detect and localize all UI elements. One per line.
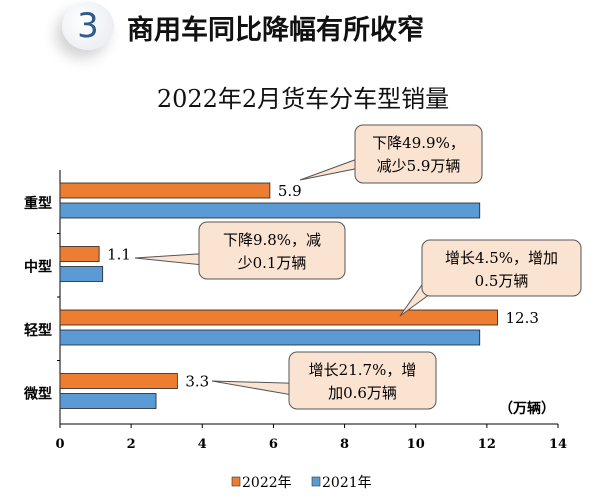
bar-2021	[59, 329, 481, 346]
callout-text: 0.5万辆	[475, 272, 529, 290]
callout-text: 下降9.8%，减	[223, 231, 321, 249]
bar-value-label: 3.3	[185, 373, 209, 391]
x-tick-label: 8	[340, 437, 349, 452]
callout-text: 减少5.9万辆	[377, 157, 461, 175]
x-tick-label: 6	[269, 437, 278, 452]
legend-swatch	[231, 476, 241, 487]
category-label: 重型	[24, 195, 52, 212]
callout-text: 增长4.5%，增加	[445, 249, 558, 267]
bar-2022	[59, 246, 100, 262]
legend-label: 2021年	[322, 475, 372, 491]
callout-box	[354, 124, 483, 184]
category-label: 轻型	[24, 322, 52, 339]
callout-text: 加0.6万辆	[328, 384, 397, 402]
unit-label: （万辆）	[499, 400, 555, 417]
bar-2022	[59, 309, 498, 326]
bar-2021	[59, 393, 157, 409]
callout-text: 增长21.7%，增	[309, 361, 417, 379]
category-label: 微型	[23, 385, 52, 402]
bar-2022	[59, 182, 271, 199]
bar-value-label: 5.9	[278, 182, 302, 200]
section-title: 商用车同比降幅有所收窄	[127, 15, 424, 46]
callout-pointer	[299, 155, 365, 181]
bar-2021	[59, 266, 104, 282]
x-tick-label: 12	[478, 437, 496, 452]
x-tick-label: 14	[549, 437, 567, 452]
x-tick-label: 4	[198, 437, 207, 452]
chart-title: 2022年2月货车分车型销量	[156, 85, 450, 113]
x-tick-label: 2	[127, 437, 136, 452]
callout-text: 少0.1万辆	[238, 254, 307, 272]
section-number: 3	[77, 6, 99, 46]
callout-pointer	[134, 252, 208, 266]
callout-box	[288, 351, 437, 410]
callout-pointer	[211, 380, 298, 396]
x-tick-label: 0	[55, 437, 64, 452]
callout-box	[198, 221, 346, 280]
bar-value-label: 1.1	[107, 246, 131, 264]
category-label: 中型	[24, 258, 52, 275]
callout-box	[421, 239, 582, 297]
callout-text: 下降49.9%，	[372, 134, 465, 152]
bar-2022	[59, 373, 178, 389]
bar-2021	[59, 202, 481, 219]
x-tick-label: 10	[407, 437, 425, 452]
legend-swatch	[311, 476, 321, 487]
section-number-badge	[62, 2, 114, 50]
legend-label: 2022年	[242, 475, 292, 491]
bar-value-label: 12.3	[506, 309, 539, 327]
